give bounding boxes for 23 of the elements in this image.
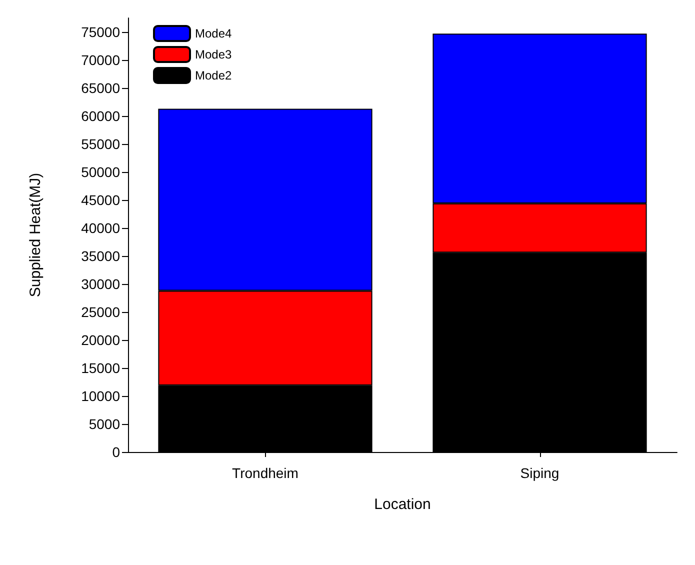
x-tick-label: Trondheim bbox=[232, 465, 298, 481]
legend-label: Mode4 bbox=[195, 26, 232, 40]
y-tick-label: 75000 bbox=[81, 24, 120, 40]
x-tick-label: Siping bbox=[520, 465, 560, 481]
y-tick-label: 15000 bbox=[81, 360, 120, 376]
y-tick-label: 40000 bbox=[81, 220, 120, 236]
y-tick-label: 0 bbox=[112, 444, 120, 460]
y-tick-label: 45000 bbox=[81, 192, 120, 208]
y-tick-label: 10000 bbox=[81, 388, 120, 404]
y-tick-label: 65000 bbox=[81, 80, 120, 96]
y-tick-label: 35000 bbox=[81, 248, 120, 264]
y-tick-label: 60000 bbox=[81, 108, 120, 124]
y-tick-label: 25000 bbox=[81, 304, 120, 320]
y-tick-label: 30000 bbox=[81, 276, 120, 292]
y-tick-label: 55000 bbox=[81, 136, 120, 152]
legend-label: Mode3 bbox=[195, 48, 232, 62]
y-tick-label: 5000 bbox=[88, 416, 120, 432]
x-axis-title: Location bbox=[374, 496, 431, 513]
y-tick-label: 20000 bbox=[81, 332, 120, 348]
y-axis-title: Supplied Heat(MJ) bbox=[27, 172, 44, 298]
y-tick-label: 70000 bbox=[81, 52, 120, 68]
y-tick-label: 50000 bbox=[81, 164, 120, 180]
legend-label: Mode2 bbox=[195, 68, 232, 82]
